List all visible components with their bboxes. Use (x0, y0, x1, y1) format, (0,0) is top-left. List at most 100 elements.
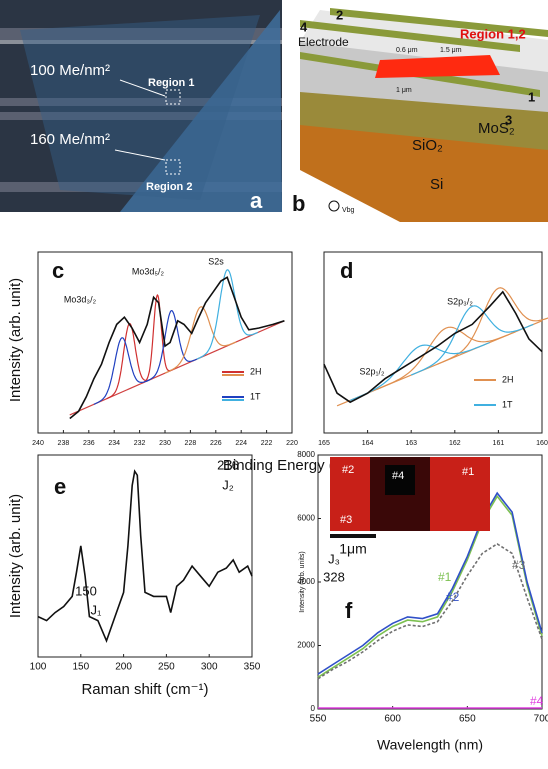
x-tick-label: 161 (493, 440, 505, 447)
x-tick-label: 160 (536, 440, 548, 447)
plot-frame (323, 251, 543, 434)
annotation: S2p₁/₂ (359, 366, 385, 376)
panel-letter: b (292, 191, 305, 216)
y-axis-title: Intensity (arb. unit) (7, 494, 24, 618)
annotation: J₂ (222, 477, 234, 492)
label: Region 1,2 (460, 26, 526, 41)
annotation: 150 (75, 583, 97, 598)
x-tick-label: 220 (286, 440, 298, 447)
y-tick-label: 6000 (297, 514, 315, 523)
x-tick-label: 236 (83, 440, 95, 447)
x-tick-label: 224 (235, 440, 247, 447)
annotation: S2s (208, 256, 224, 266)
fit-peak (145, 309, 197, 383)
x-tick-label: 226 (210, 440, 222, 447)
x-axis-title: Wavelength (nm) (377, 737, 483, 753)
x-tick-label: 164 (362, 440, 374, 447)
label: Si (430, 176, 443, 193)
x-tick-label: 222 (261, 440, 273, 447)
legend-label: 2H (502, 374, 514, 384)
inset-label: #2 (342, 464, 354, 476)
panel-letter: c (52, 258, 64, 283)
label: 0.6 μm (396, 47, 418, 54)
inset-label: #3 (340, 514, 352, 526)
panel-letter: f (345, 598, 353, 623)
x-tick-label: 350 (244, 662, 261, 673)
series-label: #3 (512, 558, 526, 572)
fit-peak (410, 305, 534, 376)
label: 3 (505, 112, 512, 127)
data-line (317, 494, 543, 678)
label: MoS₂ (478, 120, 515, 137)
label: Region 2 (146, 181, 192, 193)
x-tick-label: 550 (310, 714, 327, 725)
y-axis-title: Intensity (arb. units) (299, 551, 306, 612)
data-line (323, 290, 543, 404)
x-tick-label: 240 (32, 440, 44, 447)
y-tick-label: 8000 (297, 450, 315, 459)
legend-label: 2H (250, 366, 262, 376)
y-axis-title: Intensity (arb. unit) (7, 278, 24, 402)
label: Vbg (342, 207, 355, 214)
label: 1 μm (396, 87, 412, 94)
plot-frame (37, 454, 253, 658)
fit-peak (141, 293, 173, 384)
scale-label: 1μm (339, 541, 367, 557)
x-tick-label: 238 (58, 440, 70, 447)
series-label: #1 (438, 570, 452, 584)
annotation: J₃ (328, 551, 340, 566)
fit-peak (93, 337, 151, 405)
data-line (317, 491, 543, 675)
annotation: S2p₃/₂ (447, 296, 473, 306)
fit-peak (437, 287, 548, 365)
fit-peak (196, 269, 258, 360)
annotation: 328 (323, 569, 345, 584)
label: 100 Me/nm² (30, 62, 110, 79)
x-tick-label: 234 (108, 440, 120, 447)
label: 1.5 μm (440, 47, 462, 54)
x-tick-label: 165 (318, 440, 330, 447)
y-tick-label: 2000 (297, 641, 315, 650)
x-tick-label: 100 (30, 662, 47, 673)
inset-label: #1 (462, 466, 474, 478)
label: 1 (528, 89, 535, 104)
data-line (37, 469, 253, 644)
x-tick-label: 230 (159, 440, 171, 447)
x-axis-title: Raman shift (cm⁻¹) (81, 681, 208, 698)
annotation: Mo3d₃/₂ (64, 294, 97, 304)
inset-label: #4 (392, 470, 404, 482)
label: 160 Me/nm² (30, 131, 110, 148)
x-tick-label: 650 (459, 714, 476, 725)
device-schematic: 4 2 Electrode 0.6 μm 1.5 μm Region 1,2 1… (292, 7, 548, 222)
x-tick-label: 700 (534, 714, 548, 725)
panel-letter: d (340, 258, 353, 283)
label: SiO₂ (412, 137, 443, 154)
x-tick-label: 300 (201, 662, 218, 673)
label: 2 (336, 7, 343, 22)
series-label: #4 (530, 694, 544, 708)
x-tick-label: 162 (449, 440, 461, 447)
legend-label: 1T (502, 399, 513, 409)
micrograph: 100 Me/nm² Region 1 160 Me/nm² Region 2 … (0, 0, 282, 213)
x-tick-label: 232 (134, 440, 146, 447)
data-line (69, 276, 285, 420)
inset-map (385, 465, 415, 495)
label: Electrode (298, 35, 349, 49)
fit-peak (164, 306, 237, 374)
annotation: 216 (217, 457, 239, 472)
x-tick-label: 200 (115, 662, 132, 673)
label: 4 (300, 19, 308, 34)
x-tick-label: 163 (405, 440, 417, 447)
annotation: J₁ (91, 602, 103, 617)
fit-peak (349, 341, 490, 401)
legend-label: 1T (250, 391, 261, 401)
background-line (69, 320, 285, 416)
annotation: Mo3d₅/₂ (132, 266, 165, 276)
data-line (317, 542, 543, 680)
x-tick-label: 150 (72, 662, 89, 673)
y-tick-label: 0 (311, 704, 316, 713)
x-tick-label: 250 (158, 662, 175, 673)
panel-letter: e (54, 474, 66, 499)
